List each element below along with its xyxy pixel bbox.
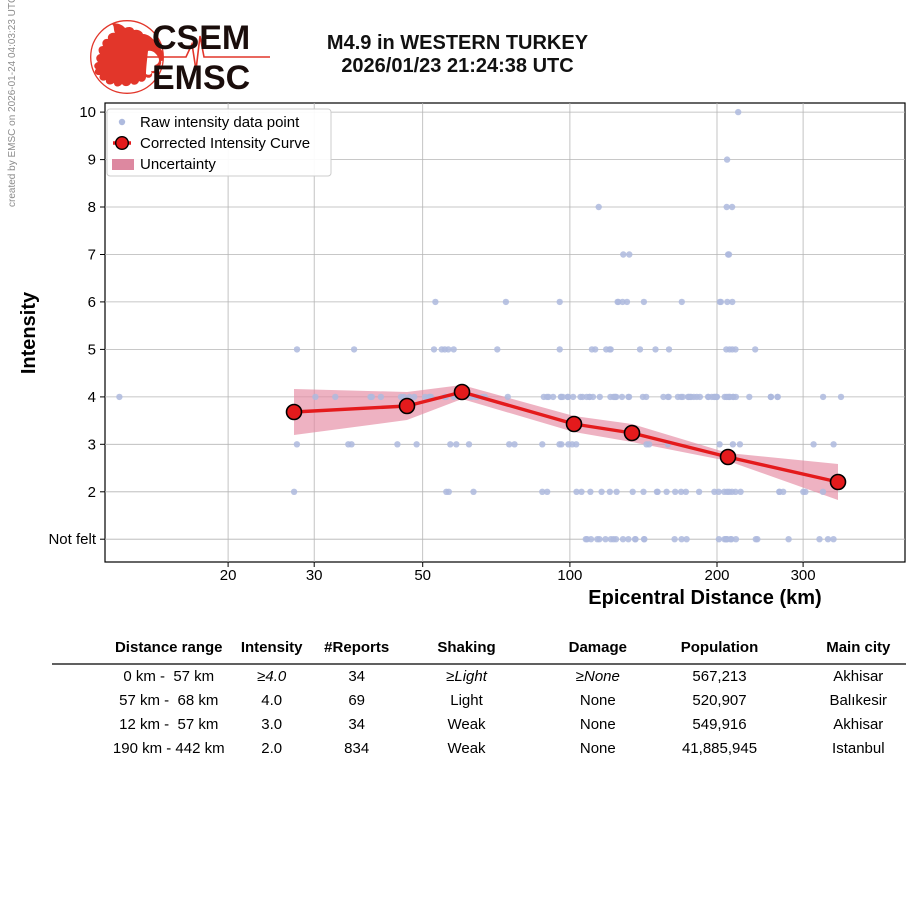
svg-text:Uncertainty: Uncertainty (140, 156, 216, 173)
svg-text:50: 50 (414, 567, 431, 584)
svg-text:7: 7 (88, 247, 96, 264)
svg-text:9: 9 (88, 152, 96, 169)
svg-text:20: 20 (220, 567, 237, 584)
svg-text:100: 100 (557, 567, 582, 584)
svg-text:Corrected Intensity Curve: Corrected Intensity Curve (140, 135, 310, 152)
svg-text:30: 30 (306, 567, 323, 584)
svg-text:Not felt: Not felt (48, 531, 96, 548)
svg-text:2: 2 (88, 484, 96, 501)
svg-text:10: 10 (79, 104, 96, 121)
svg-text:5: 5 (88, 341, 96, 358)
svg-text:Raw intensity data point: Raw intensity data point (140, 114, 300, 131)
svg-text:3: 3 (88, 436, 96, 453)
svg-text:4: 4 (88, 389, 96, 406)
svg-text:300: 300 (791, 567, 816, 584)
svg-text:8: 8 (88, 199, 96, 216)
svg-text:6: 6 (88, 294, 96, 311)
svg-text:200: 200 (704, 567, 729, 584)
